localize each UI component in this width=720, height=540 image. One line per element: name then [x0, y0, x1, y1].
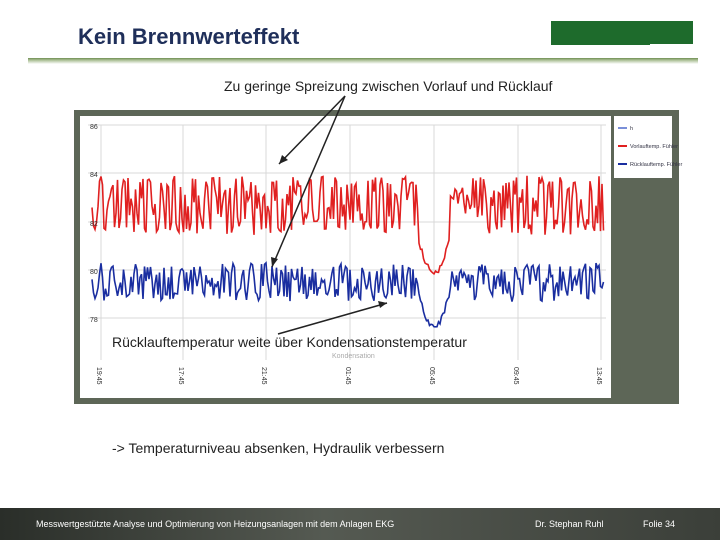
footer-page-number: Folie 34	[643, 519, 676, 529]
annotation-arrows	[271, 95, 388, 335]
x-tick-label: 05:45	[428, 367, 435, 385]
y-tick-label: 84	[90, 172, 98, 179]
x-tick-label: 19:45	[95, 367, 102, 385]
footer-bar: Messwertgestützte Analyse und Optimierun…	[0, 508, 720, 540]
legend-label: Vorlauftemp. Fühler	[630, 144, 678, 150]
x-tick-label: 01:45	[344, 367, 351, 385]
y-tick-label: 86	[90, 124, 98, 131]
y-tick-label: 80	[90, 269, 98, 276]
annotation-top: Zu geringe Spreizung zwischen Vorlauf un…	[224, 78, 553, 94]
y-tick-labels: 86 84 82 80 78	[90, 124, 98, 324]
x-tick-label: 21:45	[260, 367, 267, 385]
arrow-head-2	[271, 257, 278, 267]
y-tick-label: 82	[90, 221, 98, 228]
plot-area	[80, 116, 611, 398]
legend-label: h	[630, 126, 633, 132]
title-rule	[28, 58, 698, 64]
logo-notch	[650, 44, 693, 48]
grid-lines	[88, 124, 606, 360]
series-supply-line	[91, 174, 605, 276]
arrow-line-3	[277, 302, 388, 335]
arrow-line-2	[271, 95, 346, 268]
legend: h Vorlauftemp. Fühler Rücklauftemp. Fühler	[618, 126, 682, 168]
slide-title: Kein Brennwerteffekt	[78, 24, 300, 49]
chart-note: Kondensation	[332, 353, 375, 360]
footer-author: Dr. Stephan Ruhl	[535, 519, 604, 529]
y-tick-label: 78	[90, 317, 98, 324]
arrow-head-3	[378, 301, 387, 308]
legend-label: Rücklauftemp. Fühler	[630, 162, 682, 168]
x-tick-label: 13:45	[595, 367, 602, 385]
arrow-line-1	[278, 95, 346, 165]
arrow-head-1	[279, 155, 288, 164]
x-tick-label: 17:45	[177, 367, 184, 385]
series-return-line	[91, 260, 605, 328]
x-tick-label: 09:45	[512, 367, 519, 385]
footer-title: Messwertgestützte Analyse und Optimierun…	[36, 519, 395, 529]
annotation-bottom: -> Temperaturniveau absenken, Hydraulik …	[112, 440, 445, 456]
logo-bar	[551, 21, 693, 45]
annotation-mid: Rücklauftemperatur weite über Kondensati…	[112, 334, 467, 350]
x-tick-labels: 19:45 17:45 21:45 01:45 05:45 09:45 13:45	[95, 367, 602, 385]
